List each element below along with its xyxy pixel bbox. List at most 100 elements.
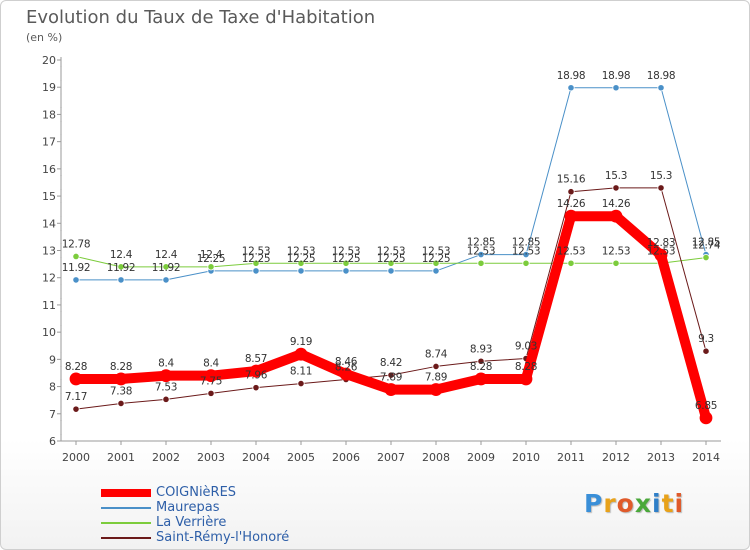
data-point-0-2 (159, 369, 173, 383)
data-point-3-3 (207, 389, 215, 397)
data-label-0-2: 8.4 (158, 358, 174, 370)
y-tick-label: 11 (42, 299, 56, 312)
y-tick-label: 20 (42, 54, 56, 67)
data-point-2-9 (477, 259, 485, 267)
data-point-1-0 (72, 276, 80, 284)
data-point-0-6 (339, 367, 353, 381)
data-point-3-14 (702, 347, 710, 355)
data-point-1-5 (297, 267, 305, 275)
data-point-2-6 (342, 259, 350, 267)
y-minor-dot (60, 338, 62, 340)
x-tick-label: 2001 (107, 451, 135, 464)
data-label-1-8: 12.25 (422, 253, 451, 265)
data-label-2-6: 12.53 (332, 245, 361, 257)
data-label-3-9: 8.93 (470, 343, 492, 355)
data-label-3-12: 15.3 (605, 170, 627, 182)
data-label-2-14: 12.74 (692, 240, 721, 252)
data-point-2-5 (297, 259, 305, 267)
x-tick-label: 2007 (377, 451, 405, 464)
data-label-3-2: 7.53 (155, 381, 177, 393)
y-tick-label: 14 (42, 217, 56, 230)
y-minor-dot (60, 243, 62, 245)
y-minor-dot (60, 93, 62, 95)
data-label-3-13: 15.3 (650, 170, 672, 182)
logo-letter: o (616, 489, 635, 518)
legend-label: Saint-Rémy-l'Honoré (156, 530, 290, 545)
data-label-3-4: 7.96 (245, 370, 268, 382)
data-label-0-0: 8.28 (65, 361, 87, 373)
y-tick-label: 7 (49, 408, 56, 421)
data-point-2-8 (432, 259, 440, 267)
data-label-0-7: 7.89 (380, 372, 402, 384)
y-minor-dot (60, 107, 62, 109)
data-label-3-11: 15.16 (557, 174, 586, 186)
data-point-0-14 (699, 411, 713, 425)
data-point-3-11 (567, 188, 575, 196)
logo-letter: t (661, 489, 675, 518)
data-label-0-9: 8.28 (470, 361, 492, 373)
x-tick-label: 2009 (467, 451, 495, 464)
data-point-0-11 (564, 209, 578, 223)
data-label-2-11: 12.53 (557, 245, 586, 257)
y-tick-label: 8 (49, 381, 56, 394)
x-tick-label: 2004 (242, 451, 270, 464)
y-minor-dot (60, 283, 62, 286)
chart-unit-label: (en %) (26, 31, 63, 44)
data-point-3-1 (117, 399, 125, 408)
data-point-2-2 (162, 263, 170, 271)
y-minor-dot (60, 175, 62, 177)
logo-letter: P (584, 489, 604, 518)
y-minor-dot (60, 365, 62, 367)
data-label-3-14: 9.3 (698, 333, 714, 345)
data-point-1-6 (342, 267, 350, 275)
data-point-0-7 (384, 383, 398, 396)
y-minor-dot (60, 311, 62, 313)
data-point-3-4 (252, 384, 260, 392)
data-point-2-14 (702, 253, 710, 262)
x-tick-label: 2014 (692, 451, 720, 464)
data-label-2-9: 12.53 (467, 245, 496, 257)
x-tick-label: 2012 (602, 451, 630, 464)
y-minor-dot (60, 134, 62, 136)
data-label-1-2: 11.92 (152, 262, 181, 274)
data-point-0-5 (294, 347, 308, 361)
y-minor-dot (60, 147, 62, 150)
data-label-2-0: 12.78 (62, 238, 91, 250)
data-label-3-8: 8.74 (425, 348, 448, 360)
y-tick-label: 16 (42, 163, 56, 176)
data-point-2-11 (567, 259, 575, 267)
y-minor-dot (60, 256, 62, 258)
data-label-1-4: 12.25 (242, 253, 271, 265)
data-label-2-3: 12.4 (200, 249, 223, 261)
data-point-0-0 (69, 372, 83, 386)
data-label-3-1: 7.38 (110, 385, 132, 397)
data-label-1-9: 12.85 (467, 237, 496, 249)
proxiti-logo: Proxiti (584, 489, 684, 518)
data-point-1-11 (567, 84, 575, 92)
y-minor-dot (60, 379, 62, 381)
data-label-2-5: 12.53 (287, 245, 316, 257)
y-tick-label: 15 (42, 190, 56, 203)
data-label-2-8: 12.53 (422, 245, 451, 257)
data-point-0-9 (474, 372, 488, 386)
x-tick-label: 2011 (557, 451, 585, 464)
y-tick-label: 10 (42, 326, 56, 339)
data-label-2-10: 12.53 (512, 245, 541, 257)
y-minor-dot (60, 351, 62, 354)
data-point-3-9 (477, 357, 485, 365)
data-label-0-14: 6.85 (695, 400, 717, 412)
data-point-1-13 (657, 84, 665, 92)
data-label-0-5: 9.19 (290, 336, 312, 348)
data-point-2-12 (612, 259, 620, 267)
y-minor-dot (60, 406, 62, 408)
data-label-1-3: 12.25 (197, 253, 226, 265)
data-point-2-3 (207, 263, 215, 271)
data-label-2-1: 12.4 (110, 249, 133, 261)
data-point-0-4 (249, 364, 263, 378)
data-point-1-2 (162, 276, 170, 284)
logo-letter: i (652, 489, 662, 518)
y-tick-label: 9 (49, 353, 56, 366)
y-minor-dot (60, 229, 62, 231)
y-tick-label: 17 (42, 136, 56, 149)
data-label-1-6: 12.25 (332, 253, 361, 265)
